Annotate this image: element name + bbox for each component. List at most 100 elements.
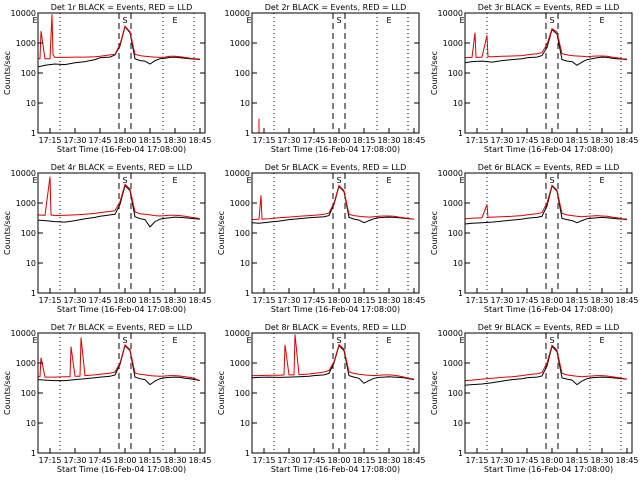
x-tick-label: 18:30 [163,456,186,465]
x-tick-label: 18:15 [352,296,375,305]
x-tick-label: 17:30 [490,456,513,465]
plot-frame [37,332,206,454]
x-tick-label: 18:30 [590,296,613,305]
y-tick-label: 100 [235,69,250,78]
y-tick-label: 100 [235,229,250,238]
y-axis-label: Counts/sec [3,51,12,95]
x-tick-label: 18:45 [188,296,211,305]
event-marker-label: E [386,16,391,25]
y-axis-label: Counts/sec [3,211,12,255]
y-tick-label: 1000 [443,39,463,48]
y-tick-label: 10 [240,259,250,268]
y-tick-label: 1 [31,289,36,298]
events-series-line [37,25,201,68]
y-tick-label: 10 [453,419,463,428]
event-marker-label: E [459,16,464,25]
x-tick-label: 18:30 [377,296,400,305]
event-marker-label: E [32,16,37,25]
x-tick-label: 18:00 [113,296,136,305]
y-tick-label: 100 [448,389,463,398]
x-tick-label: 18:15 [565,296,588,305]
event-marker-label: E [246,16,251,25]
plot-frame [251,332,420,454]
event-marker-label: E [32,176,37,185]
y-tick-label: 10 [26,259,36,268]
x-tick-label: 18:15 [138,296,161,305]
x-axis-label: Start Time (16-Feb-04 17:08:00) [484,465,613,474]
x-tick-label: 17:15 [465,296,488,305]
x-tick-label: 18:15 [565,456,588,465]
event-marker-label: S [549,176,554,185]
x-tick-label: 18:45 [615,296,638,305]
y-tick-label: 1 [458,449,463,458]
y-tick-label: 1000 [16,359,36,368]
lld-series-line [464,27,628,60]
plot-frame [464,12,633,134]
x-tick-label: 18:15 [565,136,588,145]
y-tick-label: 1 [31,129,36,138]
x-tick-label: 18:30 [377,136,400,145]
x-tick-label: 18:15 [138,136,161,145]
x-tick-label: 18:15 [352,456,375,465]
chart-panel-5: Det 5r BLACK = Events, RED = LLD E S E 1 10 10… [217,163,426,314]
event-marker-label: S [336,16,341,25]
y-axis-label: Counts/sec [217,211,226,255]
x-tick-label: 17:30 [277,296,300,305]
chart-title: Det 8r BLACK = Events, RED = LLD [265,323,407,332]
events-series-line [464,345,628,386]
chart-title: Det 4r BLACK = Events, RED = LLD [51,163,193,172]
event-marker-label: E [599,336,604,345]
event-marker-label: E [32,336,37,345]
y-axis-label: Counts/sec [430,211,439,255]
event-marker-label: E [386,176,391,185]
x-tick-label: 17:30 [490,296,513,305]
x-tick-label: 18:30 [163,296,186,305]
event-marker-label: E [459,176,464,185]
x-tick-label: 17:15 [465,456,488,465]
x-tick-label: 18:00 [540,136,563,145]
event-marker-label: E [172,16,177,25]
x-tick-label: 17:15 [465,136,488,145]
event-marker-label: E [459,336,464,345]
y-tick-label: 1000 [230,39,250,48]
x-tick-label: 18:45 [188,456,211,465]
x-tick-label: 18:00 [113,456,136,465]
x-axis-label: Start Time (16-Feb-04 17:08:00) [484,305,613,314]
x-tick-label: 18:30 [590,456,613,465]
y-tick-label: 100 [21,69,36,78]
y-tick-label: 1000 [230,359,250,368]
x-axis-label: Start Time (16-Feb-04 17:08:00) [484,145,613,154]
lld-series-line [464,184,628,220]
events-series-line [251,344,415,384]
y-tick-label: 10000 [225,329,250,338]
plot-frame [464,172,633,294]
x-tick-label: 17:30 [277,456,300,465]
y-tick-label: 10000 [225,9,250,18]
chart-panel-1: Det 1r BLACK = Events, RED = LLD E S E 1 10 10… [3,3,212,154]
y-axis-label: Counts/sec [430,51,439,95]
events-series-line [464,185,628,225]
x-tick-label: 17:15 [38,456,61,465]
y-tick-label: 1 [245,449,250,458]
y-tick-label: 10 [453,99,463,108]
y-axis-label: Counts/sec [3,371,12,415]
x-tick-label: 18:15 [352,136,375,145]
y-tick-label: 1 [458,289,463,298]
chart-title: Det 1r BLACK = Events, RED = LLD [51,3,193,12]
x-tick-label: 17:45 [515,136,538,145]
chart-title: Det 7r BLACK = Events, RED = LLD [51,323,193,332]
x-tick-label: 17:30 [277,136,300,145]
chart-title: Det 3r BLACK = Events, RED = LLD [478,3,620,12]
lld-series-line [38,337,201,382]
y-tick-label: 10000 [438,169,463,178]
y-axis-label: Counts/sec [430,371,439,415]
y-tick-label: 1000 [16,199,36,208]
y-tick-label: 10 [26,99,36,108]
chart-panel-7: Det 7r BLACK = Events, RED = LLD E S E 1 10 10… [3,323,212,474]
x-tick-label: 17:15 [38,136,61,145]
event-marker-label: E [386,336,391,345]
x-axis-label: Start Time (16-Feb-04 17:08:00) [57,145,186,154]
event-marker-label: S [336,176,341,185]
event-marker-label: S [122,16,127,25]
y-tick-label: 100 [21,229,36,238]
